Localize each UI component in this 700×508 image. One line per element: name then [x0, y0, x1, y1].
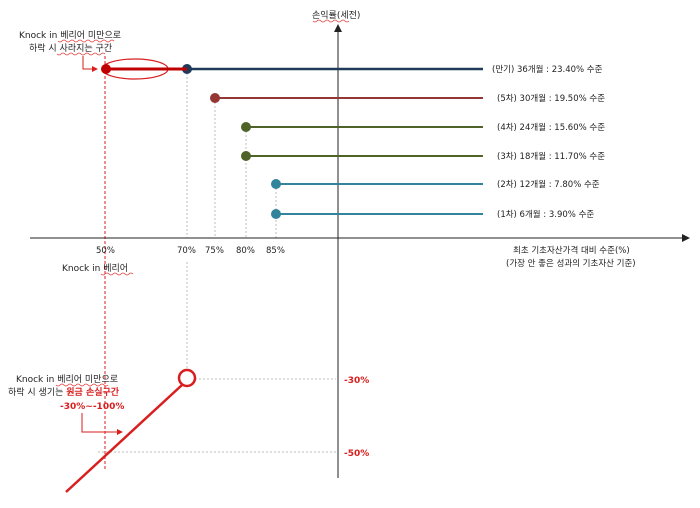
bottom-note-line2-prefix: 하락 시 생기는 [8, 386, 66, 398]
bottom-note-line2-highlight: 원금 손실구간 [66, 386, 120, 398]
y-axis-label-squiggle [312, 19, 350, 23]
bottom-note-squiggle [55, 383, 109, 387]
top-note-arrow-icon [92, 66, 98, 72]
payoff-line-1st-dot [271, 209, 281, 219]
vanishing-zone-dot [101, 64, 111, 74]
loss-zone [65, 368, 197, 493]
payoff-line-2nd-dot [271, 179, 281, 189]
bottom-note-arrow-icon [117, 429, 123, 435]
bottom-note-arrow [81, 413, 118, 433]
top-note-line2: 하락 시 사라지는 구간 [29, 42, 112, 54]
payoff-line-1st: (1차) 6개월 : 3.90% 수준 [271, 209, 594, 220]
top-note-squiggle [57, 39, 115, 43]
payoff-line-4th-dot [241, 122, 251, 132]
loss-line [65, 384, 183, 493]
x-tick-labels: 50% 70% 75% 80% 85% [96, 246, 285, 256]
y-axis-arrow-icon [334, 24, 342, 32]
loss-start-circle [177, 368, 197, 388]
x-tick-70: 70% [177, 246, 196, 256]
payoff-line-1st-label: (1차) 6개월 : 3.90% 수준 [497, 209, 594, 220]
x-axis-arrow-icon [682, 234, 690, 242]
payoff-line-4th: (4차) 24개월 : 15.60% 수준 [241, 122, 605, 133]
y-tick-minus50: -50% [344, 449, 369, 459]
payoff-lines: (만기) 36개월 : 23.40% 수준 (5차) 30개월 : 19.50%… [182, 64, 605, 220]
top-note-line1: Knock in 베리어 미만으로 [19, 30, 121, 41]
x-axis-label-line2: (가장 안 좋은 성과의 기초자산 기준) [506, 258, 636, 269]
bottom-note-line2: 하락 시 생기는 원금 손실구간 [8, 386, 120, 398]
bottom-note-line1: Knock in 베리어 미만으로 [16, 374, 118, 385]
payoff-line-5th-label: (5차) 30개월 : 19.50% 수준 [497, 93, 605, 104]
x-axis-label-line1: 최초 기초자산가격 대비 수준(%) [513, 245, 630, 256]
payoff-line-3rd: (3차) 18개월 : 11.70% 수준 [241, 151, 605, 162]
payoff-line-2nd: (2차) 12개월 : 7.80% 수준 [271, 179, 600, 190]
top-note-arrow [82, 56, 95, 70]
top-note: Knock in 베리어 미만으로 하락 시 사라지는 구간 [19, 30, 121, 72]
guide-lines [98, 69, 336, 453]
y-axis-label: 손익률(세전) [312, 9, 360, 21]
vanishing-zone [101, 58, 187, 80]
bottom-note: Knock in 베리어 미만으로 하락 시 생기는 원금 손실구간 -30%~… [8, 374, 124, 435]
payoff-line-3rd-label: (3차) 18개월 : 11.70% 수준 [497, 151, 605, 162]
x-tick-50: 50% [96, 246, 115, 256]
x-tick-80: 80% [236, 246, 255, 256]
axes [30, 24, 690, 478]
payoff-line-3rd-dot [241, 151, 251, 161]
y-tick-minus30: -30% [344, 376, 369, 386]
bottom-note-line3: -30%~-100% [60, 402, 124, 412]
top-note-squiggle-2 [56, 52, 106, 56]
x-tick-85: 85% [266, 246, 285, 256]
knock-in-label: Knock in 베리어 [62, 263, 128, 274]
payoff-line-2nd-label: (2차) 12개월 : 7.80% 수준 [497, 179, 600, 190]
payoff-line-maturity-label: (만기) 36개월 : 23.40% 수준 [492, 64, 603, 75]
knock-in-label-squiggle [100, 272, 134, 276]
payoff-line-5th-dot [210, 93, 220, 103]
payoff-line-maturity: (만기) 36개월 : 23.40% 수준 [182, 64, 603, 75]
payoff-line-4th-label: (4차) 24개월 : 15.60% 수준 [497, 122, 605, 133]
payoff-line-5th: (5차) 30개월 : 19.50% 수준 [210, 93, 605, 104]
x-tick-75: 75% [205, 246, 224, 256]
